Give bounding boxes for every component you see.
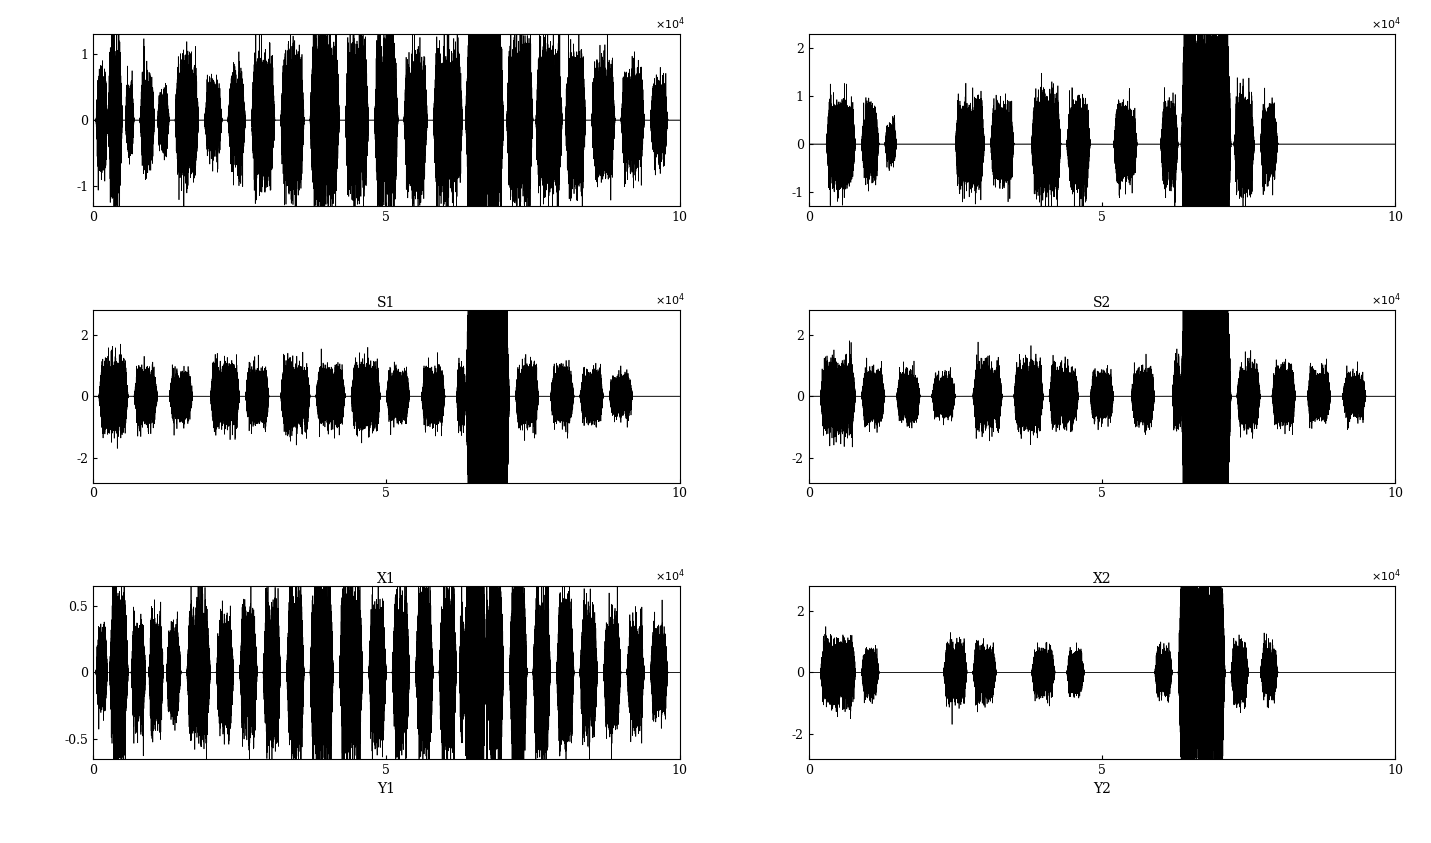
- Text: $\times10^4$: $\times10^4$: [655, 567, 685, 584]
- Title: X2: X2: [1093, 572, 1112, 586]
- X-axis label: Y1: Y1: [378, 782, 395, 796]
- Text: $\times10^4$: $\times10^4$: [1371, 15, 1401, 32]
- Title: S2: S2: [1093, 296, 1110, 310]
- X-axis label: Y2: Y2: [1093, 782, 1110, 796]
- Text: $\times10^4$: $\times10^4$: [655, 15, 685, 32]
- Title: X1: X1: [376, 572, 396, 586]
- Text: $\times10^4$: $\times10^4$: [1371, 292, 1401, 309]
- Text: $\times10^4$: $\times10^4$: [655, 292, 685, 309]
- Title: S1: S1: [378, 296, 395, 310]
- Text: $\times10^4$: $\times10^4$: [1371, 567, 1401, 584]
